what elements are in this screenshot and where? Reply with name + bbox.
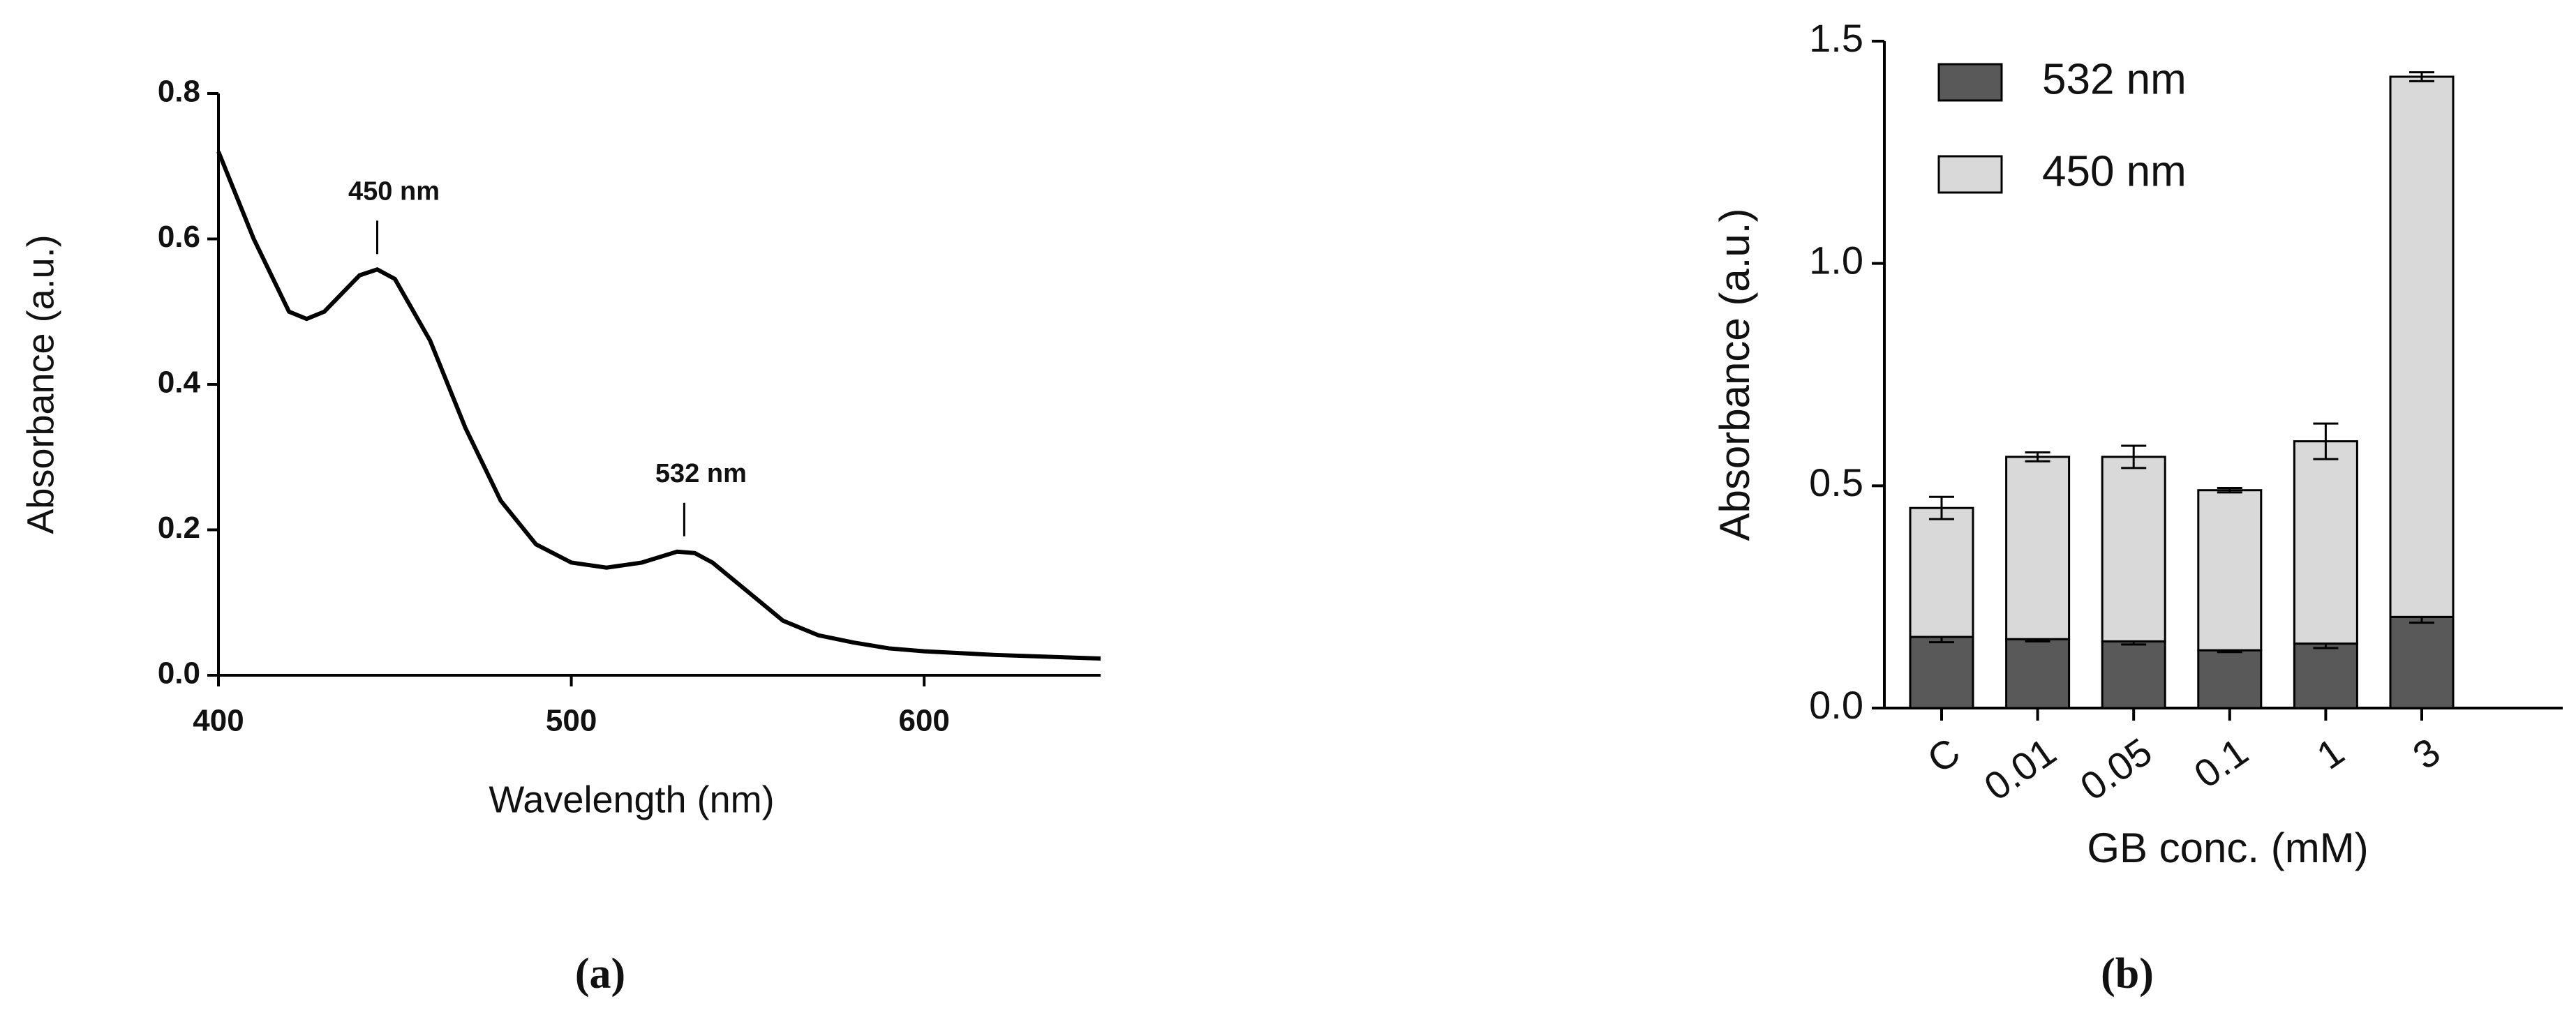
error-bar: [2313, 422, 2339, 460]
legend-label: 532 nm: [2042, 55, 2187, 103]
x-tick-label: 0.01: [1976, 729, 2064, 809]
x-tick-label: 500: [546, 704, 597, 738]
legend-swatch: [1937, 155, 2003, 194]
bar-segment: [2101, 456, 2166, 642]
bar-segment: [1909, 636, 1974, 709]
y-tick-label: 0.2: [158, 511, 200, 545]
x-tick-label: 600: [898, 704, 949, 738]
y-tick-label: 1.0: [1809, 238, 1863, 282]
error-bar: [2409, 71, 2434, 82]
y-tick-label: 0.4: [158, 366, 201, 400]
y-axis-title: Absorbance (a.u.): [20, 234, 61, 534]
error-bar: [2121, 444, 2147, 469]
annotation: 450 nm: [348, 176, 440, 206]
annotation: 532 nm: [655, 459, 747, 488]
x-tick-label: 400: [193, 704, 244, 738]
x-tick-label: 3: [2405, 729, 2448, 777]
error-bar: [2217, 487, 2242, 494]
y-tick-label: 0.0: [158, 656, 200, 691]
bar-segment: [2005, 638, 2071, 709]
bar-segment: [2005, 456, 2071, 640]
y-tick-label: 1.5: [1809, 16, 1863, 60]
spectrum-line: [216, 151, 1101, 661]
y-tick-label: 0.6: [158, 220, 200, 254]
x-axis-title: Wavelength (nm): [489, 779, 774, 820]
panel-label: (a): [575, 950, 625, 998]
bar-segment: [2293, 642, 2358, 709]
bar-segment: [2101, 640, 2166, 709]
x-tick-label: 1: [2309, 729, 2352, 777]
y-axis-title: Absorbance (a.u.): [1711, 209, 1758, 541]
y-tick-label: 0.8: [158, 75, 200, 109]
x-tick-label: C: [1919, 729, 1967, 781]
bar-segment: [2293, 440, 2358, 645]
x-tick-label: 0.05: [2072, 729, 2159, 809]
bar-segment: [2197, 649, 2263, 709]
legend-swatch: [1937, 63, 2003, 102]
y-tick-label: 0.5: [1809, 460, 1863, 504]
bar-segment: [2389, 75, 2455, 618]
panel-label: (b): [2101, 950, 2154, 998]
bar-segment: [2389, 615, 2455, 709]
x-tick-label: 0.1: [2186, 729, 2256, 796]
bar-segment: [2197, 489, 2263, 652]
error-bar: [1929, 495, 1954, 520]
bar-segment: [1909, 506, 1974, 638]
legend-label: 450 nm: [2042, 147, 2187, 195]
x-axis-title: GB conc. (mM): [2087, 825, 2368, 871]
error-bar: [2025, 451, 2050, 463]
y-tick-label: 0.0: [1809, 683, 1863, 727]
